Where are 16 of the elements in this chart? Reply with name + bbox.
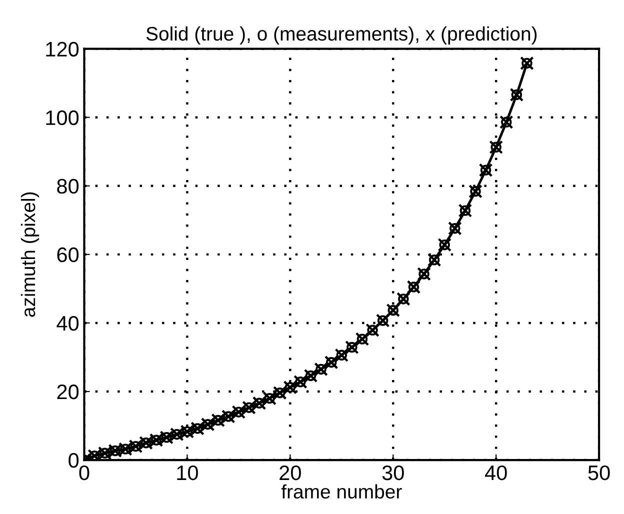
y-tick-label: 60 [57,247,79,262]
x-tick-label: 50 [588,465,610,480]
x-axis-title: frame number [281,484,402,499]
y-tick-label: 80 [57,178,79,194]
y-tick-label: 100 [46,110,79,126]
x-tick-label: 40 [484,465,507,480]
x-tick-label: 10 [177,465,198,480]
x-tick-label: 20 [280,465,301,480]
x-tick-label: 30 [382,465,404,480]
y-tick-label: 0 [68,453,79,468]
chart-title: Solid (true ), o (measurements), x (prediction) [146,26,537,45]
x-tick-label: 0 [79,465,90,480]
y-tick-label: 20 [57,384,79,400]
y-tick-label: 120 [46,42,79,57]
y-tick-label: 40 [56,316,79,331]
y-axis-title: azimuth (pixel) [20,192,40,317]
